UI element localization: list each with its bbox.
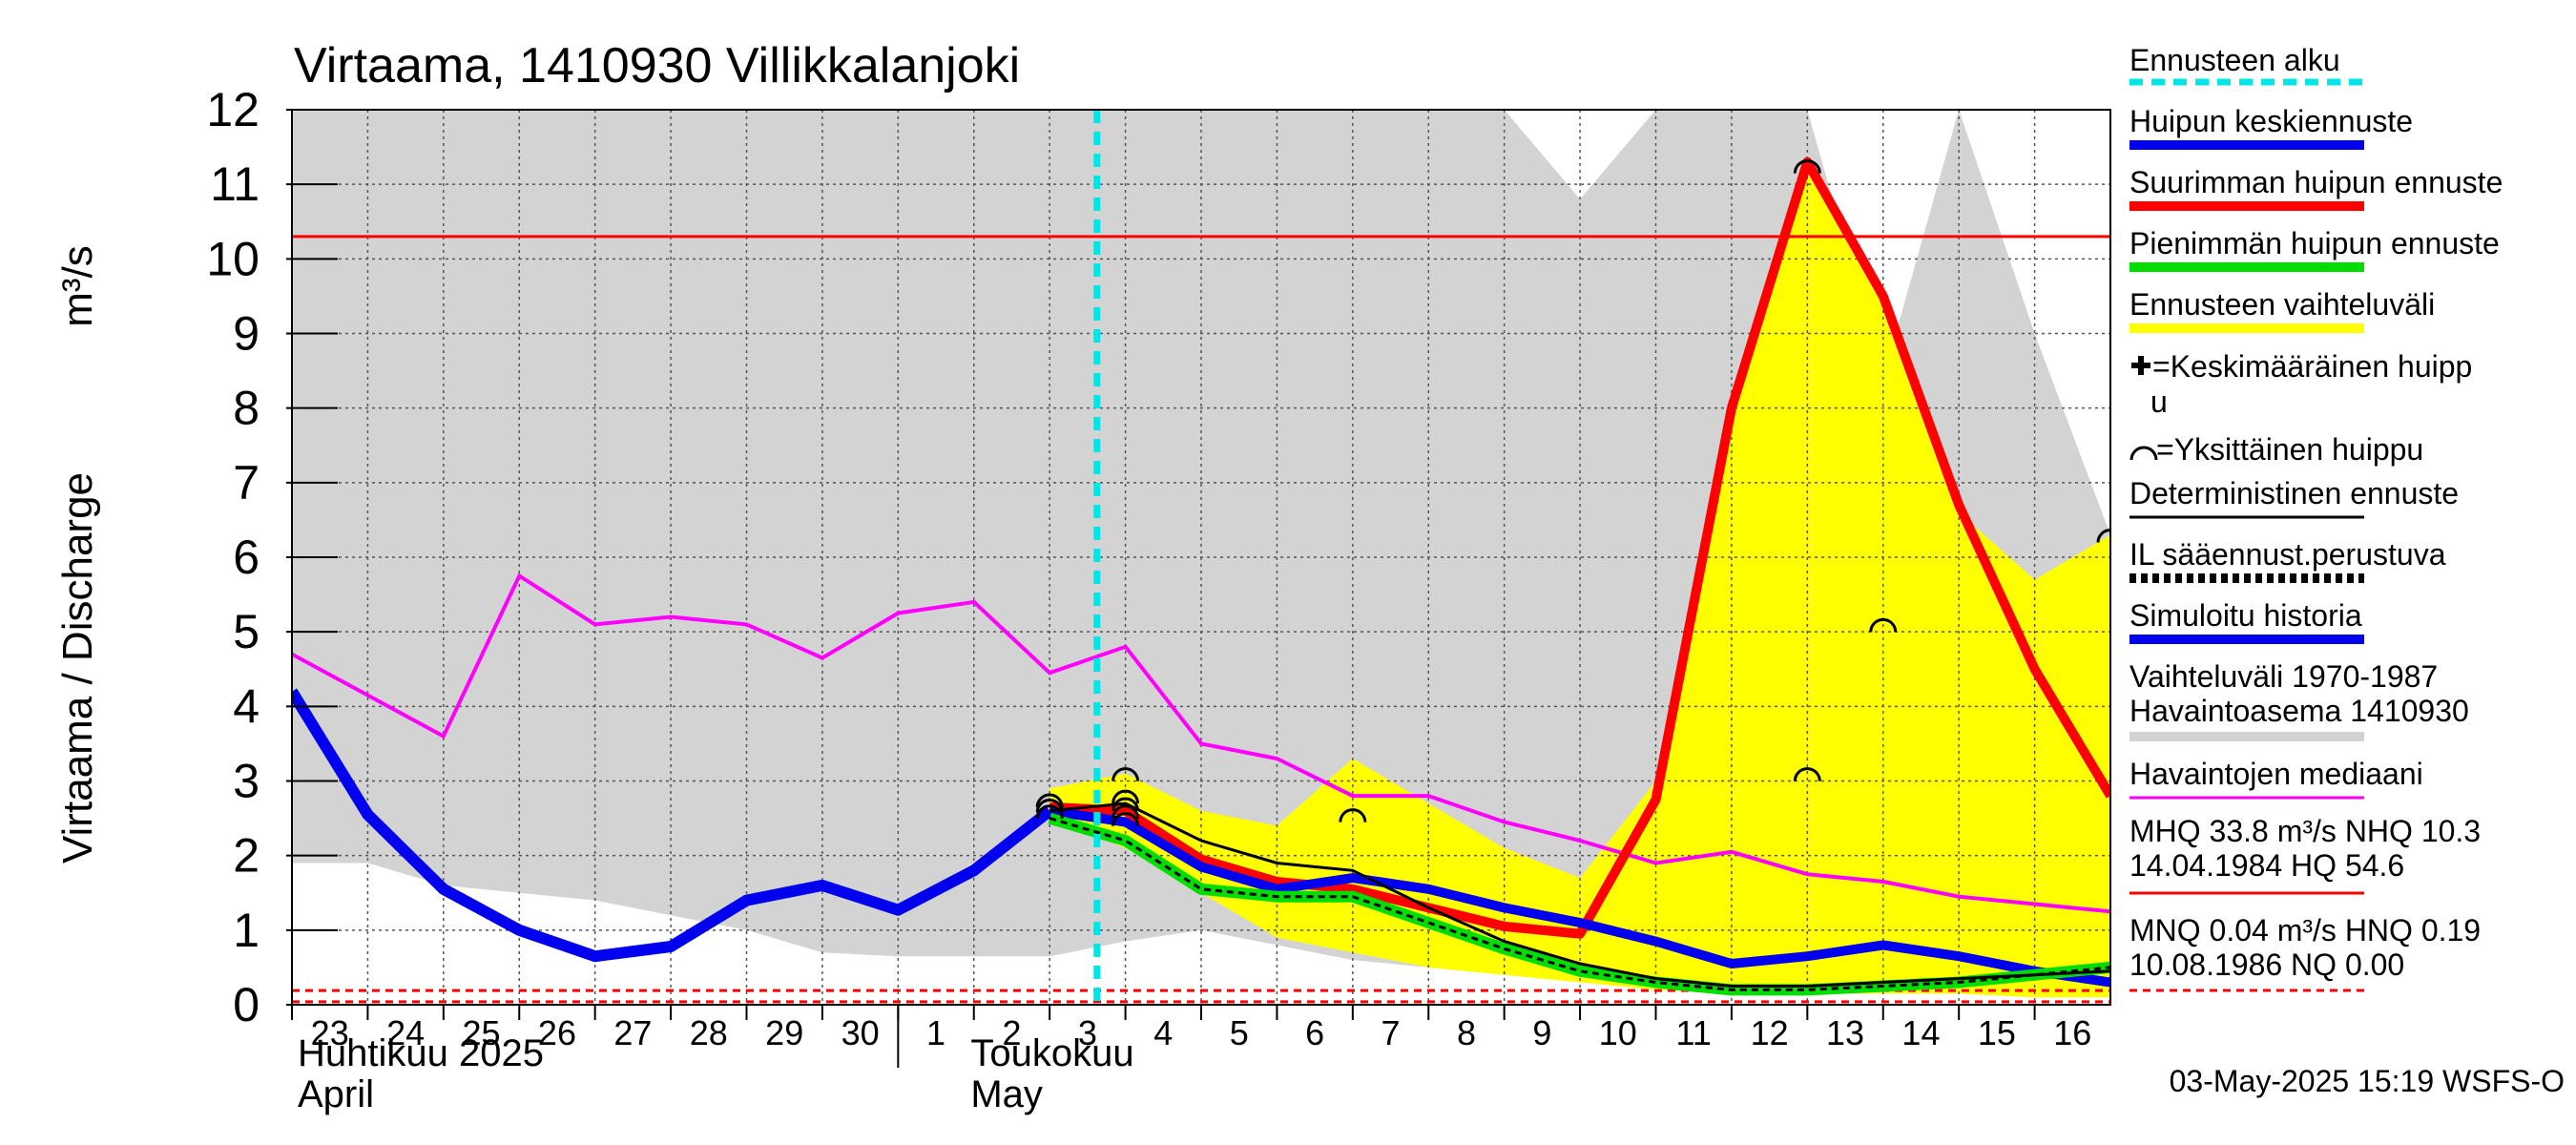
- grid: [292, 110, 2110, 1005]
- single-peak-marker: [1111, 789, 1140, 804]
- footer-timestamp: 03-May-2025 15:19 WSFS-O: [2170, 1064, 2565, 1098]
- single-peak-marker: [2096, 529, 2110, 543]
- legend-label: Vaihteluväli 1970-1987: [2129, 659, 2438, 694]
- single-peak-marker: [1793, 159, 1821, 174]
- y-tick-label: 6: [233, 531, 260, 584]
- x-tick-label: 28: [690, 1013, 728, 1052]
- x-tick-label: 8: [1457, 1013, 1476, 1052]
- x-tick-label: 10: [1599, 1013, 1637, 1052]
- x-tick-label: 26: [538, 1013, 576, 1052]
- plot-content: [292, 110, 2110, 1005]
- y-axis-unit: m³/s: [54, 245, 101, 327]
- x-tick-label: 7: [1381, 1013, 1401, 1052]
- legend-label: Huipun keskiennuste: [2129, 104, 2413, 138]
- x-tick-label: 5: [1230, 1013, 1249, 1052]
- y-tick-label: 0: [233, 978, 260, 1031]
- legend-label: u: [2150, 385, 2168, 419]
- legend-label: 14.04.1984 HQ 54.6: [2129, 848, 2404, 883]
- x-tick-label: 25: [463, 1013, 501, 1052]
- month-label-fi: Toukokuu: [970, 1032, 1133, 1074]
- single-peak-marker: [1111, 797, 1140, 812]
- y-tick-label: 8: [233, 382, 260, 435]
- y-tick-label: 9: [233, 307, 260, 361]
- y-tick-label: 11: [210, 157, 260, 211]
- legend-label: MHQ 33.8 m³/s NHQ 10.3: [2129, 814, 2481, 848]
- legend: Ennusteen alku Huipun keskiennuste Suurimm…: [2129, 43, 2503, 992]
- y-axis-title: Virtaama / Discharge: [54, 472, 101, 864]
- simulated-history-line: [292, 688, 1053, 963]
- single-peak-marker: [1035, 799, 1064, 813]
- x-tick-label: 29: [765, 1013, 803, 1052]
- max-peak-forecast-line: [1049, 156, 2110, 939]
- chart-title: Virtaama, 1410930 Villikkalanjoki: [294, 38, 1020, 94]
- y-tick-label: 3: [233, 755, 260, 808]
- legend-label: 10.08.1986 NQ 0.00: [2129, 947, 2404, 982]
- plot-area: [291, 109, 2111, 1006]
- x-tick-label: 16: [2053, 1013, 2091, 1052]
- single-peak-marker: [1111, 767, 1140, 781]
- y-tick-label: 5: [233, 605, 260, 658]
- month-label-en: May: [970, 1073, 1043, 1115]
- single-peak-marker: [1339, 808, 1367, 822]
- legend-label: Deterministinen ennuste: [2129, 476, 2459, 510]
- month-label-en: April: [298, 1073, 374, 1115]
- legend-label: IL sääennust.perustuva: [2129, 537, 2446, 572]
- x-tick-label: 13: [1826, 1013, 1864, 1052]
- x-axis: 23 24 25 26 27 28 29 30 1 2 3 4 5 6 7 8 9 10 11 12 13 14 15 16H…: [291, 1004, 2110, 1115]
- month-label-fi: Huhtikuu 2025: [298, 1032, 544, 1074]
- min-peak-forecast-line: [1048, 812, 2110, 996]
- x-tick-label: 27: [613, 1013, 652, 1052]
- legend-label: Ennusteen alku: [2129, 43, 2340, 77]
- x-tick-label: 2: [1002, 1013, 1021, 1052]
- y-axis-unit-group: m³/s: [54, 245, 101, 327]
- y-axis-label: Virtaama / Discharge: [54, 472, 101, 864]
- legend-label: =Keskimääräinen huipp: [2152, 349, 2472, 384]
- mean-peak-forecast-line: [1049, 805, 2110, 988]
- legend-plus-marker: [2131, 356, 2150, 375]
- forecast-range-band: [1049, 161, 2110, 998]
- single-peak-marker: [1111, 804, 1140, 819]
- legend-label: Havaintoasema 1410930: [2129, 694, 2469, 728]
- single-peak-marker: [1035, 793, 1064, 808]
- single-peak-marker: [1035, 804, 1064, 819]
- legend-label: Suurimman huipun ennuste: [2129, 165, 2503, 199]
- x-tick-label: 24: [386, 1013, 425, 1052]
- median-line: [292, 572, 2110, 914]
- x-tick-label: 12: [1751, 1013, 1789, 1052]
- x-tick-label: 11: [1676, 1013, 1712, 1052]
- y-tick-label: 4: [233, 679, 260, 733]
- legend-label: Simuloitu historia: [2129, 598, 2362, 633]
- y-tick-label: 10: [206, 232, 260, 285]
- legend-label: =Yksittäinen huippu: [2156, 432, 2423, 467]
- y-tick-label: 7: [233, 456, 260, 510]
- legend-label: Ennusteen vaihteluväli: [2129, 287, 2435, 322]
- legend-arc-marker: [2129, 446, 2158, 461]
- single-peak-marker: [1111, 812, 1140, 826]
- legend-label: Havaintojen mediaani: [2129, 757, 2423, 791]
- x-tick-label: 1: [926, 1013, 945, 1052]
- x-tick-label: 30: [841, 1013, 880, 1052]
- deterministic-forecast-line: [1049, 802, 2110, 988]
- x-tick-label: 4: [1153, 1013, 1173, 1052]
- y-tick-label: 12: [206, 83, 260, 136]
- x-tick-label: 6: [1305, 1013, 1324, 1052]
- x-tick-label: 14: [1901, 1013, 1940, 1052]
- single-peak-marker: [1869, 617, 1898, 633]
- x-tick-label: 23: [311, 1013, 349, 1052]
- x-tick-label: 3: [1078, 1013, 1097, 1052]
- x-tick-label: 15: [1978, 1013, 2016, 1052]
- y-tick-label: 2: [233, 829, 260, 883]
- x-tick-label: 9: [1532, 1013, 1551, 1052]
- legend-label: MNQ 0.04 m³/s HNQ 0.19: [2129, 913, 2481, 947]
- y-tick-label: 1: [233, 904, 260, 957]
- single-peak-marker: [1793, 767, 1821, 781]
- legend-label: Pienimmän huipun ennuste: [2129, 226, 2500, 260]
